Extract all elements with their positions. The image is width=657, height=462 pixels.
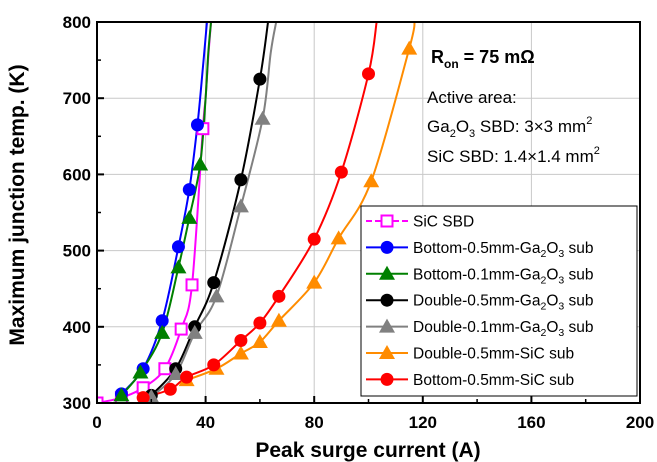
legend-marker (380, 293, 394, 307)
data-point-series-2 (190, 118, 204, 132)
data-point-series-7 (362, 67, 375, 81)
ga2o3-area-annotation: Ga2O3 SBD: 3×3 mm2 (427, 115, 592, 140)
legend-label: Double-0.5mm-Ga2O3 sub (413, 293, 594, 313)
data-point-series-6 (270, 312, 287, 327)
data-point-series-7 (180, 370, 194, 384)
legend-entry-7: Bottom-0.5mm-SiC sub (366, 372, 574, 389)
x-tick-label: 200 (626, 413, 654, 432)
legend-marker (380, 214, 394, 228)
data-point-series-6 (330, 230, 347, 245)
data-point-series-7 (207, 358, 221, 372)
data-point-series-7 (272, 289, 286, 303)
legend-label: Bottom-0.5mm-SiC sub (413, 372, 574, 389)
legend-marker (379, 345, 395, 359)
data-point-series-3 (132, 364, 149, 379)
data-point-series-7 (307, 232, 321, 246)
data-point-series-4 (253, 72, 267, 86)
data-point-series-2 (155, 314, 169, 328)
data-point-series-1 (158, 362, 172, 376)
data-point-series-2 (182, 183, 196, 197)
data-point-series-4 (234, 173, 248, 187)
sic-area-annotation: SiC SBD: 1.4×1.4 mm2 (427, 145, 600, 166)
data-point-series-5 (186, 324, 203, 339)
y-tick-label: 500 (63, 242, 91, 261)
data-point-series-3 (181, 209, 198, 224)
data-point-series-1 (185, 278, 199, 292)
y-tick-label: 300 (63, 394, 91, 413)
data-point-series-5 (232, 198, 249, 213)
data-point-series-3 (170, 259, 187, 274)
legend-label: Double-0.1mm-Ga2O3 sub (413, 319, 594, 339)
legend-marker (379, 265, 395, 280)
x-tick-label: 160 (517, 413, 545, 432)
data-point-series-6 (306, 274, 323, 289)
axis-tick-labels: 0 40 80 120 160 200 300 400 500 600 700 800 (63, 13, 655, 432)
data-point-series-7 (234, 334, 248, 348)
series-line-4 (150, 22, 270, 397)
series-line-6 (186, 22, 416, 382)
data-point-series-1 (174, 322, 188, 336)
y-axis-title: Maximum junction temp. (K) (6, 64, 29, 345)
data-point-series-3 (192, 156, 209, 171)
legend-marker (380, 372, 394, 386)
legend-entry-2: Bottom-0.5mm-Ga2O3 sub (366, 240, 594, 260)
legend-marker (379, 318, 395, 333)
legend-marker (380, 240, 394, 254)
series-markers (97, 40, 418, 403)
ron-annotation: Ron = 75 mΩ (431, 47, 535, 71)
data-point-series-7 (136, 391, 150, 403)
x-axis-title: Peak surge current (A) (255, 439, 480, 462)
x-tick-label: 0 (92, 413, 101, 432)
data-point-series-7 (334, 165, 348, 179)
data-point-series-1 (97, 396, 104, 403)
data-point-series-3 (113, 387, 130, 402)
y-tick-label: 800 (63, 13, 91, 32)
legend-label: Bottom-0.1mm-Ga2O3 sub (413, 266, 594, 286)
data-point-series-3 (154, 324, 171, 339)
y-tick-label: 700 (63, 89, 91, 108)
legend: SiC SBD Bottom-0.5mm-Ga2O3 sub Bottom-0.1m… (360, 205, 638, 397)
y-tick-label: 400 (63, 318, 91, 337)
data-point-series-2 (171, 240, 185, 254)
data-point-series-4 (207, 276, 221, 290)
data-point-series-5 (254, 110, 271, 125)
y-tick-label: 600 (63, 165, 91, 184)
data-point-series-6 (232, 345, 249, 360)
x-tick-label: 40 (196, 413, 215, 432)
legend-entry-3: Bottom-0.1mm-Ga2O3 sub (366, 265, 594, 286)
data-point-series-7 (163, 382, 177, 396)
data-point-series-7 (253, 316, 267, 330)
data-point-series-5 (167, 366, 184, 381)
data-point-series-6 (401, 40, 418, 55)
x-tick-label: 80 (305, 413, 324, 432)
legend-label: SiC SBD (413, 214, 474, 231)
data-point-series-6 (251, 334, 268, 349)
legend-label: Bottom-0.5mm-Ga2O3 sub (413, 240, 594, 260)
legend-entry-6: Double-0.5mm-SiC sub (366, 345, 574, 363)
active-area-label: Active area: (427, 88, 517, 107)
legend-entry-1: SiC SBD (366, 214, 474, 231)
legend-entry-4: Double-0.5mm-Ga2O3 sub (366, 293, 594, 313)
data-point-series-6 (363, 173, 380, 188)
data-point-series-5 (208, 288, 225, 303)
legend-entry-5: Double-0.1mm-Ga2O3 sub (366, 318, 594, 339)
annotation-block: Ron = 75 mΩ Active area: Ga2O3 SBD: 3×3 … (427, 47, 600, 166)
legend-label: Double-0.5mm-SiC sub (413, 346, 574, 363)
axis-ticks (96, 21, 641, 404)
x-tick-label: 120 (409, 413, 437, 432)
